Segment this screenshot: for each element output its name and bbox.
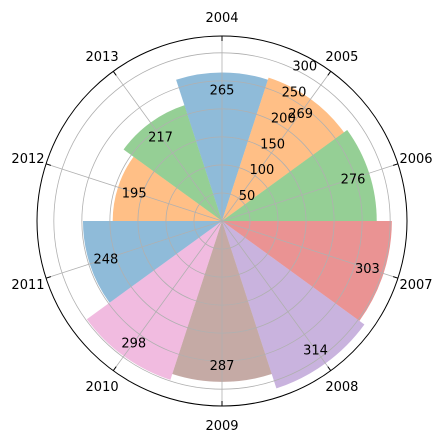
bar-2006 [222,130,377,221]
radial-tick-label: 100 [249,163,274,178]
labels-layer: 50 100 150 200 250 300 2004 2005 2006 2007 2008 200… [11,11,432,434]
grid-spoke-2013 [112,71,223,222]
grid-spoke-2005 [221,71,332,222]
value-label-2007: 303 [355,262,380,277]
frame-tick-2013 [112,71,117,76]
value-label-2010: 298 [121,336,146,351]
category-label-2006: 2006 [399,152,432,167]
value-label-2008: 314 [303,344,328,359]
radial-tick-label: 150 [260,137,285,152]
frame-tick-2006 [393,163,399,166]
grid-spoke-2008 [221,220,332,371]
category-label-2004: 2004 [205,11,238,26]
category-label-2011: 2011 [11,278,44,293]
frame-tick-2010 [112,366,117,371]
bar-2013 [123,105,222,221]
bar-2010 [86,221,222,380]
grid-spoke-2011 [45,220,223,279]
value-label-2006: 276 [341,172,366,187]
radial-tick-label: 200 [271,111,296,126]
polar-grid [36,35,408,407]
category-label-2013: 2013 [86,50,119,65]
category-label-2010: 2010 [86,380,119,395]
category-label-2009: 2009 [205,419,238,434]
frame-tick-2012 [45,163,51,166]
category-label-2007: 2007 [399,278,432,293]
radial-tick-label: 250 [282,86,307,101]
category-label-2005: 2005 [325,50,358,65]
category-label-2012: 2012 [11,152,44,167]
frame-tick-2007 [393,276,399,279]
value-label-2012: 195 [122,186,147,201]
bar-2011 [82,221,222,303]
grid-spoke-2010 [112,220,223,371]
grid-spoke-2007 [221,220,399,279]
radial-tick-label: 50 [239,189,256,204]
value-label-2004: 265 [210,83,235,98]
value-label-2005: 269 [288,107,313,122]
bar-2008 [222,221,365,389]
category-label-2008: 2008 [325,380,358,395]
bar-2007 [222,221,392,321]
grid-spoke-2006 [221,163,399,222]
radial-tick-label: 300 [292,60,317,75]
value-label-2009: 287 [210,359,235,374]
bar-2005 [222,77,344,221]
grid-spoke-2012 [45,163,223,222]
bar-2012 [112,156,222,221]
frame-tick-2011 [45,276,51,279]
frame-tick-2008 [327,366,332,371]
bars-layer [82,72,392,389]
value-label-2013: 217 [148,130,173,145]
value-label-2011: 248 [94,253,119,268]
frame-tick-2005 [327,71,332,76]
